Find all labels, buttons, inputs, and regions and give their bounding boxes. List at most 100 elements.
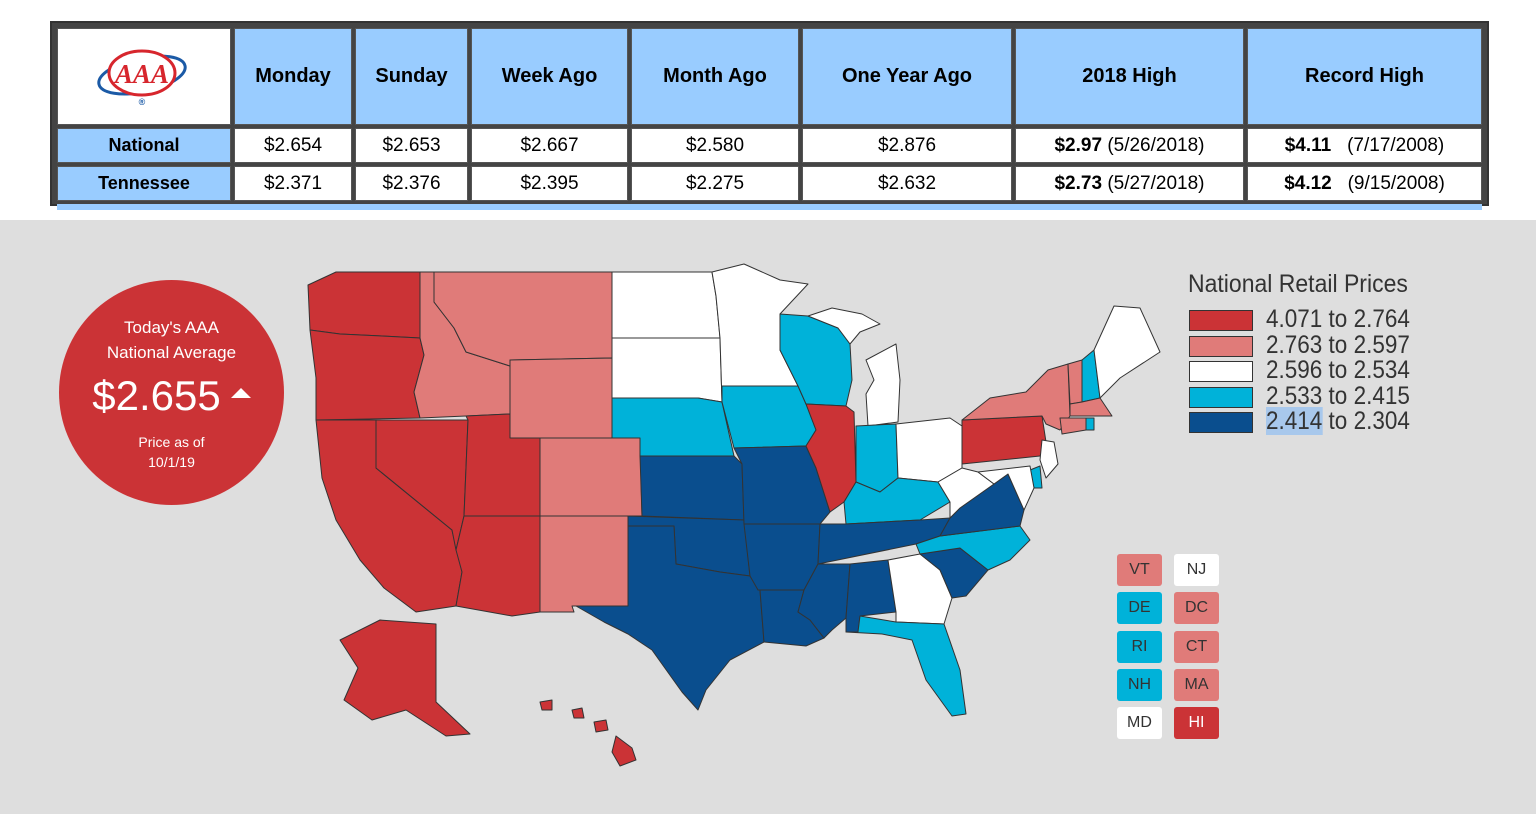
legend-item: 2.414 to 2.304	[1188, 407, 1427, 435]
logo-text: AAA	[113, 59, 169, 89]
legend-title: National Retail Prices	[1188, 270, 1408, 298]
small-state-dc[interactable]: DC	[1174, 592, 1219, 624]
high-2018-value: $2.97	[1054, 134, 1103, 156]
legend-item: 2.763 to 2.597	[1188, 330, 1427, 359]
state-co[interactable]	[539, 437, 643, 517]
price-grid: AAA ® Monday Sunday Week Ago Month Ago O…	[54, 25, 1485, 204]
legend-label: 2.596 to 2.534	[1266, 356, 1410, 384]
record-high-value: $4.11	[1284, 134, 1332, 156]
legend-item: 2.533 to 2.415	[1188, 381, 1427, 410]
cell-record-high: $4.12 (9/15/2008)	[1247, 166, 1482, 201]
state-wv[interactable]	[937, 467, 995, 519]
asof-line2: 10/1/19	[148, 454, 195, 470]
state-nd[interactable]	[611, 271, 721, 339]
state-oh[interactable]	[895, 417, 963, 483]
table-footer-bar	[57, 204, 1482, 210]
state-nj[interactable]	[1039, 439, 1059, 479]
legend-label-rest: to 2.304	[1322, 407, 1410, 435]
state-ks[interactable]	[639, 455, 745, 521]
national-average-badge: Today's AAA National Average $2.655 Pric…	[59, 280, 284, 505]
trend-up-icon	[230, 387, 251, 398]
small-state-ct[interactable]: CT	[1174, 631, 1219, 663]
small-state-ri[interactable]: RI	[1117, 631, 1162, 663]
small-state-vt[interactable]: VT	[1117, 554, 1162, 586]
price-as-of: Price as of 10/1/19	[59, 432, 284, 472]
cell-week-ago: $2.395	[471, 166, 628, 201]
state-wy[interactable]	[509, 357, 613, 439]
legend-swatch	[1189, 412, 1253, 433]
state-il[interactable]	[805, 403, 857, 513]
high-2018-value: $2.73	[1054, 172, 1103, 194]
national-average-title: Today's AAA National Average	[59, 315, 284, 365]
state-fl[interactable]	[845, 615, 967, 717]
state-az[interactable]	[455, 515, 541, 617]
header-record-high: Record High	[1247, 28, 1482, 125]
state-me[interactable]	[1093, 305, 1161, 399]
avg-price: $2.655	[92, 372, 221, 419]
header-one-year-ago: One Year Ago	[802, 28, 1012, 125]
high-2018-date: (5/27/2018)	[1107, 172, 1205, 194]
svg-text:®: ®	[139, 97, 146, 107]
cell-record-high: $4.11 (7/17/2008)	[1247, 128, 1482, 163]
header-row: AAA ® Monday Sunday Week Ago Month Ago O…	[57, 28, 1482, 125]
small-state-nj[interactable]: NJ	[1174, 554, 1219, 586]
avg-title-line2: National Average	[106, 343, 237, 362]
state-ak[interactable]	[339, 619, 471, 737]
legend-label: 2.414 to 2.304	[1266, 407, 1410, 435]
header-week-ago: Week Ago	[471, 28, 628, 125]
cell-2018-high: $2.73 (5/27/2018)	[1015, 166, 1244, 201]
small-state-ma[interactable]: MA	[1174, 669, 1219, 701]
small-state-hi[interactable]: HI	[1174, 707, 1219, 739]
state-ri[interactable]	[1085, 417, 1095, 431]
table-row: Tennessee $2.371 $2.376 $2.395 $2.275 $2…	[57, 166, 1482, 201]
small-state-de[interactable]: DE	[1117, 592, 1162, 624]
cell-monday: $2.371	[234, 166, 352, 201]
aaa-logo[interactable]: AAA ®	[94, 45, 194, 109]
state-sd[interactable]	[611, 337, 723, 403]
state-mi-up[interactable]	[807, 307, 881, 345]
legend-label-highlight: 2.414	[1266, 407, 1323, 435]
legend-item: 2.596 to 2.534	[1188, 358, 1427, 384]
state-mi[interactable]	[865, 343, 901, 427]
state-vt[interactable]	[1067, 359, 1083, 405]
cell-month-ago: $2.275	[631, 166, 799, 201]
header-monday: Monday	[234, 28, 352, 125]
national-average-value: $2.655	[59, 372, 284, 420]
state-tx[interactable]	[575, 525, 765, 711]
aaa-logo-graphic: AAA ®	[97, 49, 187, 107]
header-sunday: Sunday	[355, 28, 468, 125]
state-wa[interactable]	[307, 271, 421, 339]
state-ct[interactable]	[1059, 417, 1087, 435]
record-high-date: (7/17/2008)	[1347, 134, 1445, 156]
state-hi[interactable]	[539, 699, 637, 767]
record-high-value: $4.12	[1284, 172, 1332, 194]
cell-sunday: $2.653	[355, 128, 468, 163]
state-nm[interactable]	[539, 515, 629, 613]
header-month-ago: Month Ago	[631, 28, 799, 125]
cell-one-year-ago: $2.632	[802, 166, 1012, 201]
cell-monday: $2.654	[234, 128, 352, 163]
state-in[interactable]	[855, 423, 899, 493]
state-or[interactable]	[309, 329, 425, 421]
small-state-nh[interactable]: NH	[1117, 669, 1162, 701]
legend-swatch	[1189, 361, 1253, 382]
header-2018-high: 2018 High	[1015, 28, 1244, 125]
state-md[interactable]	[977, 465, 1035, 511]
state-pa[interactable]	[961, 415, 1047, 465]
legend-item: 4.071 to 2.764	[1188, 307, 1427, 333]
state-ma[interactable]	[1069, 397, 1113, 417]
cell-2018-high: $2.97 (5/26/2018)	[1015, 128, 1244, 163]
small-state-md[interactable]: MD	[1117, 707, 1162, 739]
cell-week-ago: $2.667	[471, 128, 628, 163]
cell-month-ago: $2.580	[631, 128, 799, 163]
state-ky[interactable]	[843, 477, 951, 525]
legend-swatch	[1189, 310, 1253, 331]
us-state-map	[307, 263, 1161, 767]
state-ar[interactable]	[743, 523, 821, 591]
high-2018-date: (5/26/2018)	[1107, 134, 1205, 156]
small-state-boxes: VT NJ DE DC RI CT NH MA MD HI	[1117, 554, 1227, 744]
legend-label: 2.533 to 2.415	[1266, 381, 1410, 410]
cell-sunday: $2.376	[355, 166, 468, 201]
legend-label: 2.763 to 2.597	[1266, 330, 1410, 359]
legend-swatch	[1189, 386, 1253, 408]
